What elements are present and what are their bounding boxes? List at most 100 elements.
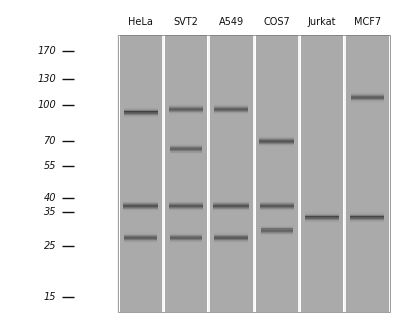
- Bar: [350, 212, 384, 213]
- Bar: [350, 218, 384, 219]
- Bar: [351, 94, 384, 95]
- Bar: [213, 204, 249, 205]
- Bar: [351, 97, 384, 98]
- Bar: [124, 234, 157, 235]
- Bar: [124, 112, 158, 113]
- Bar: [170, 237, 202, 238]
- Bar: [351, 100, 384, 101]
- Bar: [123, 203, 158, 204]
- Bar: [351, 96, 384, 97]
- Bar: [123, 202, 158, 203]
- Bar: [169, 208, 203, 209]
- Bar: [260, 209, 294, 210]
- Bar: [260, 201, 294, 202]
- Bar: [214, 234, 248, 235]
- Text: 40: 40: [44, 193, 56, 203]
- Bar: [170, 238, 202, 239]
- Bar: [350, 214, 384, 215]
- Bar: [124, 241, 157, 242]
- Bar: [169, 113, 203, 114]
- Bar: [260, 208, 294, 209]
- Bar: [260, 211, 294, 212]
- Bar: [256, 35, 298, 312]
- Bar: [261, 225, 292, 226]
- Bar: [169, 113, 203, 114]
- Bar: [123, 206, 158, 207]
- Bar: [259, 145, 294, 146]
- Bar: [213, 211, 249, 212]
- Bar: [350, 215, 384, 216]
- Bar: [170, 149, 202, 150]
- Bar: [169, 104, 203, 105]
- Bar: [170, 242, 202, 243]
- Bar: [259, 144, 294, 145]
- Bar: [170, 145, 202, 146]
- Bar: [214, 238, 248, 239]
- Bar: [261, 233, 292, 234]
- Bar: [169, 109, 203, 110]
- Bar: [261, 232, 292, 233]
- Bar: [214, 114, 248, 115]
- Bar: [169, 114, 203, 115]
- Bar: [169, 203, 203, 204]
- Bar: [213, 205, 249, 206]
- Bar: [301, 35, 343, 312]
- Bar: [169, 210, 203, 211]
- Bar: [123, 210, 158, 211]
- Bar: [305, 214, 339, 215]
- Bar: [120, 35, 162, 312]
- Bar: [124, 113, 158, 114]
- Bar: [259, 139, 294, 140]
- Bar: [169, 108, 203, 109]
- Text: MCF7: MCF7: [354, 17, 381, 27]
- Bar: [170, 240, 202, 241]
- Bar: [123, 208, 158, 209]
- Bar: [346, 35, 388, 312]
- Bar: [350, 220, 384, 221]
- Bar: [260, 206, 294, 207]
- Bar: [124, 117, 158, 118]
- Text: 170: 170: [37, 47, 56, 56]
- Bar: [259, 140, 294, 141]
- Bar: [124, 108, 158, 109]
- Bar: [170, 235, 202, 236]
- Bar: [170, 233, 202, 234]
- Bar: [170, 153, 202, 154]
- Bar: [305, 217, 339, 218]
- Bar: [305, 222, 339, 223]
- Bar: [118, 35, 390, 312]
- Text: Jurkat: Jurkat: [308, 17, 336, 27]
- Bar: [124, 109, 158, 110]
- Bar: [214, 242, 248, 243]
- Bar: [169, 203, 203, 204]
- Bar: [169, 105, 203, 106]
- Bar: [124, 117, 158, 118]
- Bar: [213, 202, 249, 203]
- Bar: [213, 210, 249, 211]
- Bar: [260, 207, 294, 208]
- Bar: [214, 105, 248, 106]
- Bar: [213, 203, 249, 204]
- Bar: [214, 104, 248, 105]
- Bar: [351, 98, 384, 99]
- Bar: [170, 147, 202, 148]
- Bar: [214, 237, 248, 238]
- Bar: [350, 219, 384, 220]
- Bar: [169, 106, 203, 107]
- Bar: [350, 221, 384, 222]
- Bar: [124, 115, 158, 116]
- Bar: [259, 137, 294, 138]
- Bar: [123, 201, 158, 202]
- Bar: [305, 215, 339, 216]
- Bar: [124, 239, 157, 240]
- Bar: [214, 232, 248, 233]
- Bar: [123, 203, 158, 204]
- Bar: [213, 207, 249, 208]
- Bar: [170, 232, 202, 233]
- Bar: [214, 236, 248, 237]
- Bar: [261, 226, 292, 227]
- Bar: [124, 240, 157, 241]
- Bar: [260, 210, 294, 211]
- Bar: [305, 219, 339, 220]
- Text: HeLa: HeLa: [128, 17, 153, 27]
